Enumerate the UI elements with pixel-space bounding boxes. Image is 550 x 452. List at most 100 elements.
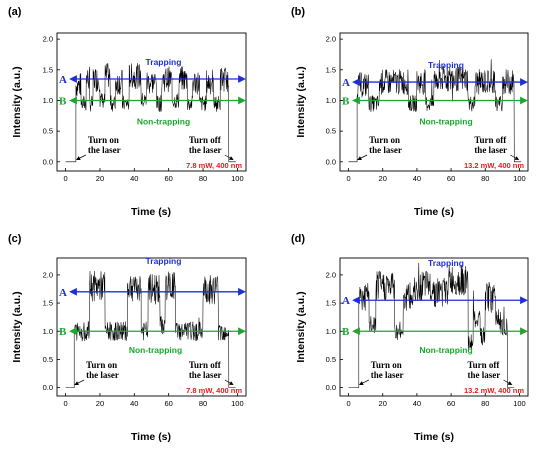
turn-on-arrow (358, 379, 369, 385)
x-tick-label: 20 (379, 399, 387, 408)
panel-d: (d) 0.0 0.5 1.0 1.5 2.0 0 20 40 60 80 100 Time (s) In… (291, 233, 529, 443)
x-tick-label: 0 (64, 174, 68, 183)
turn-off-label-line2: the laser (474, 145, 507, 155)
turn-off-arrow (510, 154, 520, 161)
turn-on-arrow (357, 154, 368, 160)
x-tick-label: 40 (413, 399, 421, 408)
y-tick-label: 0.0 (326, 157, 336, 166)
x-tick-label: 0 (346, 399, 350, 408)
trapping-label: Trapping (146, 256, 182, 266)
level-label-a: A (342, 295, 350, 307)
x-tick-label: 40 (413, 174, 421, 183)
x-tick-label: 100 (513, 399, 526, 408)
y-tick-label: 2.0 (43, 35, 53, 44)
turn-off-label-line1: Turn off (189, 135, 222, 145)
turn-off-label-line2: the laser (189, 370, 222, 380)
turn-on-arrow (74, 379, 85, 385)
level-label-a: A (59, 74, 67, 86)
turn-on-label-line2: the laser (86, 370, 119, 380)
x-tick-label: 20 (379, 174, 387, 183)
level-label-a: A (342, 77, 350, 89)
y-tick-label: 1.0 (326, 327, 336, 336)
turn-off-label-line1: Turn off (474, 135, 507, 145)
y-tick-label: 2.0 (326, 35, 336, 44)
level-label-b: B (342, 326, 350, 338)
y-axis-label: Intensity (a.u.) (295, 291, 307, 362)
y-axis-label: Intensity (a.u.) (11, 66, 23, 137)
x-axis-label: Time (s) (414, 431, 454, 443)
panel-label: (b) (291, 6, 305, 18)
plot-frame (56, 257, 247, 397)
trapping-label: Trapping (428, 60, 464, 70)
level-label-b: B (59, 95, 67, 107)
x-tick-label: 80 (199, 174, 207, 183)
panel-label: (c) (8, 233, 22, 245)
x-tick-label: 80 (481, 399, 489, 408)
trapping-label: Trapping (428, 258, 464, 268)
x-tick-label: 100 (513, 174, 526, 183)
panel-a: (a) 0.0 0.5 1.0 1.5 2.0 0 20 40 60 80 100 Time (s) In… (8, 6, 247, 218)
y-tick-label: 1.5 (326, 65, 336, 74)
condition-label: 13.2 mW, 400 nm (464, 386, 524, 395)
y-tick-label: 1.0 (326, 96, 336, 105)
turn-on-label-line2: the laser (371, 370, 404, 380)
turn-on-label-line1: Turn on (86, 360, 117, 370)
turn-off-arrow (224, 154, 234, 161)
x-tick-label: 100 (231, 174, 244, 183)
y-tick-label: 1.5 (43, 65, 53, 74)
plot-frame (339, 32, 529, 172)
condition-label: 7.8 mW, 400 nm (186, 161, 242, 170)
y-tick-label: 0.5 (43, 355, 53, 364)
panel-b: (b) 0.0 0.5 1.0 1.5 2.0 0 20 40 60 80 100 Time (s) In… (291, 6, 529, 218)
x-axis-label: Time (s) (131, 206, 171, 218)
x-tick-label: 60 (165, 399, 173, 408)
x-tick-label: 40 (130, 174, 138, 183)
turn-off-label-line1: Turn off (189, 360, 222, 370)
turn-off-arrow (503, 379, 513, 386)
nontrapping-label: Non-trapping (129, 345, 182, 355)
x-tick-label: 100 (231, 399, 244, 408)
y-tick-label: 0.5 (326, 127, 336, 136)
x-tick-label: 60 (447, 174, 455, 183)
y-tick-label: 1.0 (43, 327, 53, 336)
plot-frame (339, 257, 529, 397)
y-tick-label: 2.0 (326, 270, 336, 279)
x-tick-label: 60 (447, 399, 455, 408)
x-tick-label: 0 (64, 399, 68, 408)
panel-label: (a) (8, 6, 22, 18)
condition-label: 7.8 mW, 400 nm (186, 386, 242, 395)
condition-label: 13.2 mW, 400 nm (464, 161, 524, 170)
trapping-label: Trapping (146, 57, 182, 67)
panel-c: (c) 0.0 0.5 1.0 1.5 2.0 0 20 40 60 80 100 Time (s) In… (8, 233, 247, 443)
y-tick-label: 0.0 (326, 383, 336, 392)
x-tick-label: 0 (346, 174, 350, 183)
turn-on-label-line1: Turn on (369, 135, 400, 145)
x-axis-label: Time (s) (131, 431, 171, 443)
y-tick-label: 0.0 (43, 157, 53, 166)
x-axis-label: Time (s) (414, 206, 454, 218)
y-tick-label: 0.5 (43, 127, 53, 136)
turn-off-label-line1: Turn off (467, 360, 500, 370)
x-tick-label: 80 (199, 399, 207, 408)
level-label-b: B (342, 95, 350, 107)
turn-on-label-line2: the laser (88, 145, 121, 155)
nontrapping-label: Non-trapping (137, 116, 190, 126)
x-tick-label: 20 (96, 174, 104, 183)
y-tick-label: 0.5 (326, 355, 336, 364)
turn-on-arrow (76, 154, 87, 160)
y-axis-label: Intensity (a.u.) (295, 66, 307, 137)
x-tick-label: 60 (165, 174, 173, 183)
turn-off-label-line2: the laser (467, 370, 500, 380)
nontrapping-label: Non-trapping (419, 345, 472, 355)
x-tick-label: 20 (96, 399, 104, 408)
level-label-a: A (59, 287, 67, 299)
nontrapping-label: Non-trapping (419, 116, 472, 126)
y-axis-label: Intensity (a.u.) (11, 291, 23, 362)
level-label-b: B (59, 326, 67, 338)
x-tick-label: 40 (130, 399, 138, 408)
turn-on-label-line2: the laser (369, 145, 402, 155)
y-tick-label: 1.0 (43, 96, 53, 105)
turn-on-label-line1: Turn on (371, 360, 402, 370)
turn-off-arrow (224, 379, 234, 386)
